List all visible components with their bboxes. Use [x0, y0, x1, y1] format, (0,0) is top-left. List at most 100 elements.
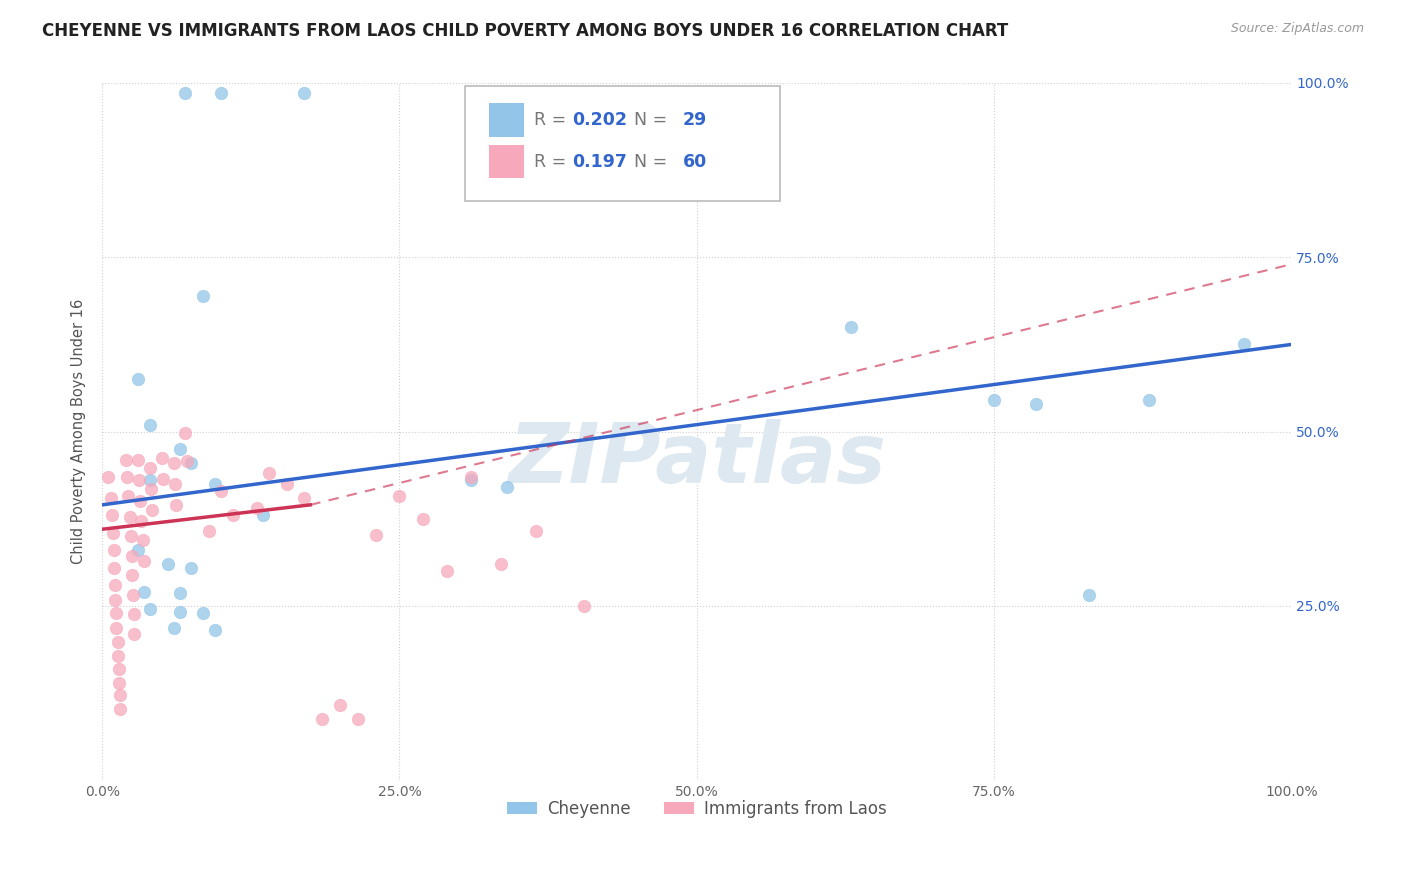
Point: [122, 589, 145, 603]
Point: [103, 560, 125, 574]
Point: [117, 489, 139, 503]
Point: [108, 702, 131, 716]
Point: [132, 554, 155, 568]
Text: 29: 29: [682, 111, 707, 129]
Point: [107, 649, 129, 664]
Point: [193, 606, 215, 620]
Point: [97, 470, 120, 484]
Point: [127, 543, 149, 558]
Point: [292, 87, 315, 101]
Point: [162, 621, 184, 635]
Point: [276, 477, 298, 491]
Point: [105, 621, 128, 635]
Point: [124, 627, 146, 641]
Point: [156, 557, 179, 571]
Point: [460, 474, 482, 488]
Point: [176, 454, 198, 468]
Point: [174, 87, 197, 101]
Point: [127, 452, 149, 467]
Point: [495, 480, 517, 494]
Point: [412, 512, 434, 526]
Point: [131, 533, 153, 547]
Point: [169, 586, 191, 600]
Point: [163, 477, 186, 491]
Point: [841, 320, 863, 334]
Point: [198, 524, 221, 538]
Point: [108, 675, 131, 690]
Point: [524, 524, 547, 538]
Point: [103, 543, 125, 558]
Point: [124, 607, 146, 622]
Point: [141, 502, 163, 516]
Point: [100, 508, 122, 523]
Point: [222, 508, 245, 523]
Point: [983, 393, 1005, 408]
Point: [174, 425, 197, 440]
Point: [104, 578, 127, 592]
Point: [169, 605, 191, 619]
Point: [139, 474, 162, 488]
Point: [347, 712, 370, 726]
Text: N =: N =: [623, 111, 673, 129]
Point: [108, 662, 131, 676]
FancyBboxPatch shape: [465, 87, 780, 202]
Point: [204, 624, 226, 638]
Point: [162, 456, 184, 470]
Point: [292, 491, 315, 505]
Point: [128, 474, 150, 488]
Point: [115, 470, 138, 484]
Point: [107, 635, 129, 649]
Point: [150, 451, 173, 466]
Point: [139, 417, 162, 432]
Text: 0.197: 0.197: [572, 153, 627, 170]
Point: [364, 528, 387, 542]
Point: [165, 498, 187, 512]
Point: [311, 712, 333, 726]
Point: [127, 372, 149, 386]
Point: [105, 606, 128, 620]
Point: [132, 585, 155, 599]
Point: [139, 482, 162, 496]
Point: [129, 494, 152, 508]
Point: [152, 472, 174, 486]
Point: [104, 593, 127, 607]
Point: [101, 525, 124, 540]
Text: R =: R =: [534, 153, 572, 170]
Point: [388, 489, 411, 503]
Point: [180, 560, 202, 574]
Point: [489, 557, 512, 571]
Y-axis label: Child Poverty Among Boys Under 16: Child Poverty Among Boys Under 16: [72, 299, 86, 565]
Point: [115, 452, 138, 467]
FancyBboxPatch shape: [489, 103, 524, 136]
Point: [1233, 337, 1256, 351]
Point: [139, 602, 162, 616]
Text: N =: N =: [623, 153, 673, 170]
Point: [572, 599, 595, 613]
Point: [180, 456, 202, 470]
Point: [209, 483, 232, 498]
Point: [436, 564, 458, 578]
Point: [169, 442, 191, 456]
Text: 0.202: 0.202: [572, 111, 627, 129]
Point: [121, 549, 143, 563]
Point: [460, 470, 482, 484]
Legend: Cheyenne, Immigrants from Laos: Cheyenne, Immigrants from Laos: [501, 793, 893, 824]
Point: [252, 508, 274, 523]
Point: [257, 467, 280, 481]
Point: [100, 491, 122, 505]
Text: 60: 60: [682, 153, 707, 170]
Point: [131, 514, 153, 528]
Point: [204, 477, 226, 491]
Text: CHEYENNE VS IMMIGRANTS FROM LAOS CHILD POVERTY AMONG BOYS UNDER 16 CORRELATION C: CHEYENNE VS IMMIGRANTS FROM LAOS CHILD P…: [42, 22, 1008, 40]
Point: [118, 509, 141, 524]
Point: [120, 529, 142, 543]
Point: [209, 87, 232, 101]
Text: Source: ZipAtlas.com: Source: ZipAtlas.com: [1230, 22, 1364, 36]
Point: [1078, 589, 1101, 603]
FancyBboxPatch shape: [489, 145, 524, 178]
Point: [139, 461, 162, 475]
Point: [108, 688, 131, 702]
Point: [246, 501, 269, 516]
Point: [193, 288, 215, 302]
Point: [1025, 397, 1047, 411]
